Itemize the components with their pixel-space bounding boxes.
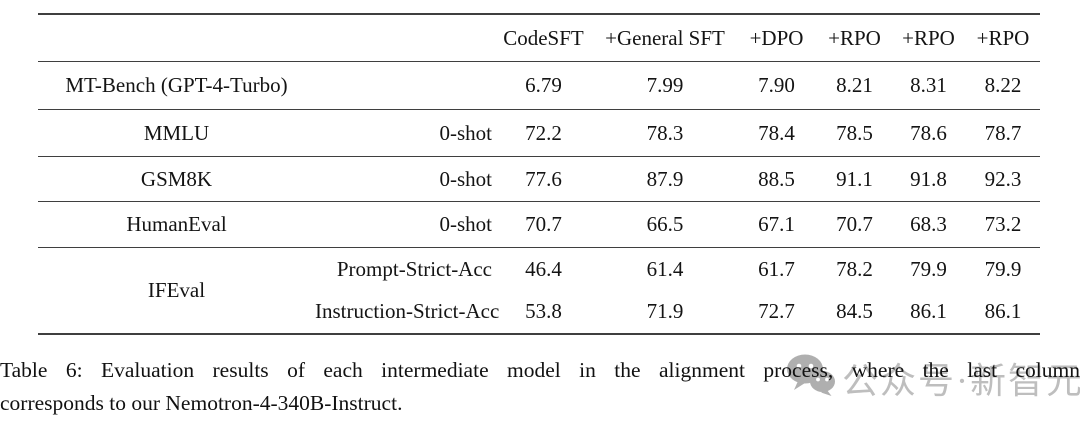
row-ifeval-instruction: Instruction-Strict-Acc 53.8 71.9 72.7 84…: [38, 290, 1040, 334]
table-header-row: CodeSFT +General SFT +DPO +RPO +RPO +RPO: [38, 14, 1040, 62]
metric-label: Prompt-Strict-Acc: [336, 256, 492, 281]
cell-value: 8.31: [910, 73, 947, 97]
cell-value: 88.5: [758, 166, 795, 191]
cell-value: 66.5: [646, 212, 684, 236]
benchmark-label: MMLU: [143, 120, 210, 145]
benchmark-label: HumanEval: [126, 212, 227, 236]
cell-value: 77.6: [525, 166, 562, 191]
watermark: 公众号·新智元: [786, 353, 1080, 403]
cell-value: 72.7: [758, 299, 795, 323]
metric-label: 0-shot: [439, 212, 493, 236]
header-benchmark-blank: [38, 14, 315, 62]
cell-value: 70.7: [525, 212, 562, 236]
cell-value: 7.99: [646, 73, 684, 97]
cell-value: 78.5: [836, 120, 873, 145]
cell-value: 78.6: [910, 120, 947, 145]
cell-value: 53.8: [525, 299, 562, 323]
cell-value: 86.1: [910, 299, 947, 323]
cell-value: 7.90: [758, 73, 795, 97]
metric-label: Instruction-Strict-Acc: [315, 299, 500, 323]
cell-value: 68.3: [910, 212, 947, 236]
cell-value: 73.2: [984, 212, 1022, 236]
cell-value: 91.1: [836, 166, 873, 191]
benchmark-label: IFEval: [147, 278, 206, 302]
cell-value: 46.4: [525, 256, 562, 281]
cell-value: 71.9: [646, 299, 684, 323]
cell-value: 6.79: [525, 73, 562, 97]
header-general-sft: +General SFT: [605, 25, 725, 50]
cell-value: 87.9: [646, 166, 684, 191]
cell-value: 86.1: [984, 299, 1022, 323]
table-caption: Table 6: Evaluation results of each inte…: [0, 354, 1080, 420]
header-dpo: +DPO: [749, 25, 804, 50]
benchmark-label: GSM8K: [140, 166, 213, 191]
benchmark-label: MT-Bench (GPT-4-Turbo): [65, 73, 288, 97]
cell-value: 79.9: [910, 256, 947, 281]
row-humaneval: HumanEval 0-shot 70.7 66.5 67.1 70.7 68.…: [38, 202, 1040, 248]
cell-value: 92.3: [984, 166, 1022, 191]
cell-value: 72.2: [525, 120, 562, 145]
metric-label: [315, 62, 492, 110]
header-rpo-1: +RPO: [828, 25, 881, 50]
cell-value: 70.7: [836, 212, 873, 236]
metric-label: 0-shot: [439, 120, 493, 145]
cell-value: 78.3: [646, 120, 684, 145]
cell-value: 78.4: [758, 120, 795, 145]
cell-value: 61.4: [646, 256, 684, 281]
cell-value: 67.1: [758, 212, 795, 236]
cell-value: 78.7: [984, 120, 1022, 145]
cell-value: 84.5: [836, 299, 873, 323]
cell-value: 79.9: [984, 256, 1022, 281]
header-rpo-2: +RPO: [902, 25, 955, 50]
row-gsm8k: GSM8K 0-shot 77.6 87.9 88.5 91.1 91.8 92…: [38, 157, 1040, 202]
watermark-text: 公众号·新智元: [842, 361, 1080, 401]
cell-value: 8.21: [836, 73, 873, 97]
row-ifeval-prompt: IFEval Prompt-Strict-Acc 46.4 61.4 61.7 …: [38, 248, 1040, 303]
results-table-wrapper: CodeSFT +General SFT +DPO +RPO +RPO +RPO…: [38, 13, 1040, 335]
row-mmlu: MMLU 0-shot 72.2 78.3 78.4 78.5 78.6 78.…: [38, 110, 1040, 157]
results-table: CodeSFT +General SFT +DPO +RPO +RPO +RPO…: [38, 13, 1040, 335]
metric-label: 0-shot: [439, 166, 493, 191]
cell-value: 78.2: [836, 256, 873, 281]
caption-line-2: corresponds to our Nemotron-4-340B-Instr…: [0, 391, 403, 415]
caption-line-1: Table 6: Evaluation results of each inte…: [0, 358, 1080, 382]
cell-value: 91.8: [910, 166, 947, 191]
header-rpo-3: +RPO: [976, 25, 1030, 50]
wechat-icon: [786, 353, 836, 404]
header-codesft: CodeSFT: [503, 25, 584, 50]
header-metric-blank: [315, 14, 492, 62]
cell-value: 8.22: [984, 73, 1022, 97]
cell-value: 61.7: [758, 256, 795, 281]
row-mt-bench: MT-Bench (GPT-4-Turbo) 6.79 7.99 7.90 8.…: [38, 62, 1040, 110]
